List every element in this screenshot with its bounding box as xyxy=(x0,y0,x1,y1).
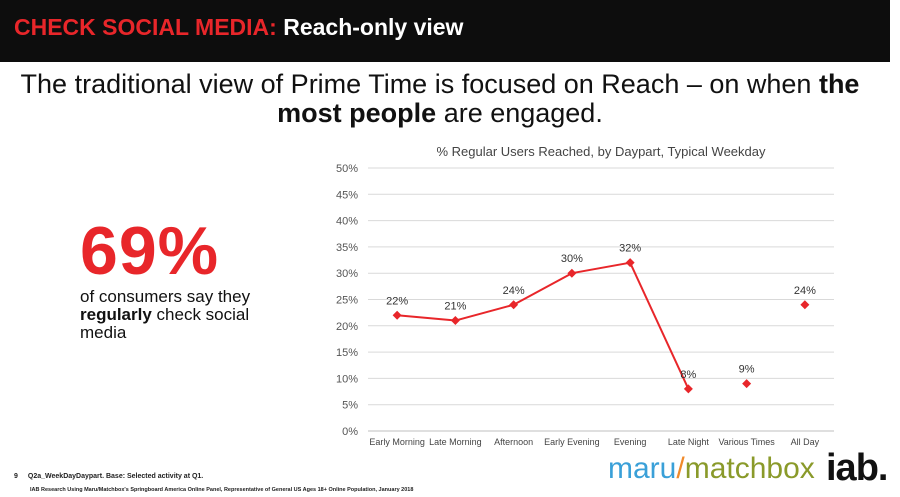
logo-slash: / xyxy=(676,452,685,485)
headline-part2: are engaged. xyxy=(436,98,603,128)
data-point xyxy=(392,310,402,320)
y-tick-label: 40% xyxy=(336,216,358,228)
maru-matchbox-logo: maru/matchbox xyxy=(608,452,815,486)
x-tick-label: Early Morning xyxy=(369,437,425,447)
y-tick-label: 45% xyxy=(336,189,358,201)
footer-note: 9 Q2a_WeekDayDaypart. Base: Selected acti… xyxy=(14,473,203,480)
y-tick-label: 50% xyxy=(336,163,358,175)
data-label: 21% xyxy=(444,301,466,313)
y-tick-label: 35% xyxy=(336,242,358,254)
data-label: 24% xyxy=(794,285,816,297)
data-point xyxy=(450,316,460,326)
logo-matchbox-text: matchbox xyxy=(684,452,815,485)
x-tick-label: Late Night xyxy=(668,437,710,447)
line-chart: % Regular Users Reached, by Daypart, Typ… xyxy=(336,144,834,447)
data-label: 24% xyxy=(503,285,525,297)
data-label: 22% xyxy=(386,295,408,307)
stat-line2: check social media xyxy=(80,305,250,342)
x-tick-label: Various Times xyxy=(718,437,775,447)
data-label: 9% xyxy=(739,364,755,376)
headline-bold: the most people xyxy=(277,69,860,128)
y-tick-label: 0% xyxy=(342,426,358,438)
stat-bold: regularly xyxy=(80,305,152,324)
y-tick-label: 25% xyxy=(336,295,358,307)
iab-logo: iab. xyxy=(826,447,888,489)
headline-part1: The traditional view of Prime Time is fo… xyxy=(20,69,819,99)
data-label: 30% xyxy=(561,253,583,265)
slide-title: CHECK SOCIAL MEDIA: Reach-only view xyxy=(14,14,463,41)
x-tick-label: Evening xyxy=(614,437,647,447)
footer-source: IAB Research Using Maru/Matchbox's Sprin… xyxy=(30,487,414,493)
y-tick-label: 30% xyxy=(336,268,358,280)
data-label: 8% xyxy=(680,369,696,381)
y-tick-label: 20% xyxy=(336,321,358,333)
x-tick-label: All Day xyxy=(791,437,820,447)
headline: The traditional view of Prime Time is fo… xyxy=(0,70,880,128)
footer-note-text: Q2a_WeekDayDaypart. Base: Selected activ… xyxy=(27,473,204,480)
series-line-segment xyxy=(571,261,631,275)
data-point xyxy=(509,300,519,310)
y-tick-label: 15% xyxy=(336,347,358,359)
page-number: 9 xyxy=(14,473,18,480)
y-tick-label: 5% xyxy=(342,400,358,412)
title-accent: CHECK SOCIAL MEDIA: xyxy=(14,14,277,40)
data-point xyxy=(567,268,577,278)
data-point xyxy=(625,258,635,268)
series-line-segment xyxy=(455,303,514,322)
x-tick-label: Late Morning xyxy=(429,437,482,447)
data-point xyxy=(800,300,810,310)
series-line-segment xyxy=(629,262,690,390)
big-stat-value: 69% xyxy=(80,213,220,289)
data-label: 32% xyxy=(619,243,641,255)
series-line-segment xyxy=(397,314,456,322)
logo-maru-text: maru xyxy=(608,452,677,485)
stat-line1: of consumers say they xyxy=(80,287,251,306)
data-point xyxy=(742,379,752,389)
data-point xyxy=(683,384,693,394)
stat-description: of consumers say they regularly check so… xyxy=(80,288,300,342)
series-line-segment xyxy=(513,272,573,306)
x-tick-label: Afternoon xyxy=(494,437,533,447)
chart-title: % Regular Users Reached, by Daypart, Typ… xyxy=(436,144,766,159)
x-tick-label: Early Evening xyxy=(544,437,600,447)
y-tick-label: 10% xyxy=(336,373,358,385)
title-text: Reach-only view xyxy=(283,14,464,40)
title-bar: CHECK SOCIAL MEDIA: Reach-only view xyxy=(0,0,890,62)
